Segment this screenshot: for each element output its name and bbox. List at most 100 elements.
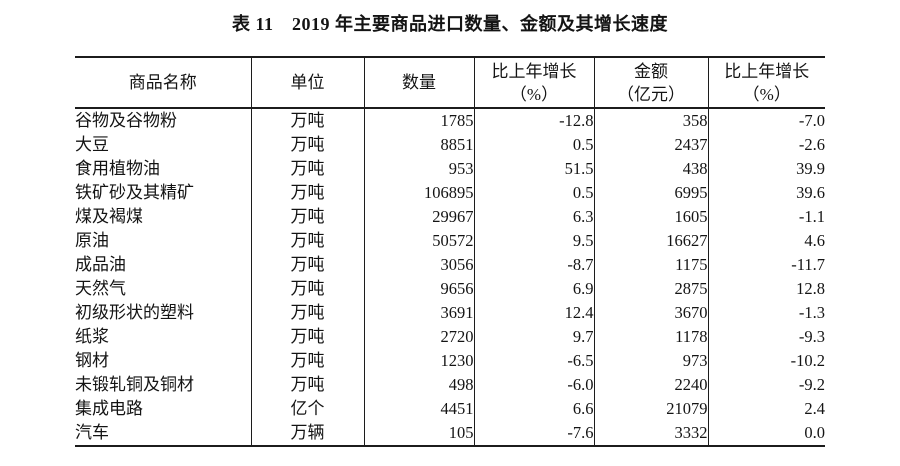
table-row: 煤及褐煤 万吨 29967 6.3 1605 -1.1 [75, 205, 825, 229]
cell-commodity-name: 煤及褐煤 [75, 207, 143, 226]
cell-commodity-name: 成品油 [75, 255, 126, 274]
cell-quantity: 498 [363, 373, 474, 397]
cell-commodity-name: 集成电路 [75, 399, 143, 418]
cell-amount: 3670 [593, 301, 708, 325]
cell-unit: 万吨 [250, 157, 364, 181]
cell-unit: 万吨 [250, 277, 364, 301]
cell-quantity: 3056 [363, 253, 474, 277]
column-header-quantity: 数量 [363, 57, 474, 108]
table-row: 原油 万吨 50572 9.5 16627 4.6 [75, 229, 825, 253]
cell-unit: 万吨 [250, 373, 364, 397]
column-header-amount: 金额 （亿元） [593, 57, 708, 108]
table-row: 成品油 万吨 3056 -8.7 1175 -11.7 [75, 253, 825, 277]
cell-commodity-name: 未锻轧铜及铜材 [75, 375, 194, 394]
cell-unit: 万吨 [250, 301, 364, 325]
header-row: 商品名称 单位 数量 比上年增长 （%） 金额 （亿元） 比上年增长 （%） [75, 57, 825, 108]
table-row: 集成电路 亿个 4451 6.6 21079 2.4 [75, 397, 825, 421]
cell-amount: 6995 [593, 181, 708, 205]
cell-amount-growth: 0.0 [707, 421, 825, 446]
cell-quantity-growth: 6.9 [473, 277, 594, 301]
cell-unit: 万吨 [250, 349, 364, 373]
cell-amount: 16627 [593, 229, 708, 253]
cell-commodity-name: 天然气 [75, 279, 126, 298]
cell-commodity-name: 原油 [75, 231, 109, 250]
cell-quantity-growth: 9.7 [473, 325, 594, 349]
cell-unit: 万吨 [250, 133, 364, 157]
cell-quantity-growth: 0.5 [473, 133, 594, 157]
cell-quantity-growth: -12.8 [473, 108, 594, 133]
cell-quantity: 3691 [363, 301, 474, 325]
cell-amount: 438 [593, 157, 708, 181]
cell-amount-growth: 12.8 [707, 277, 825, 301]
cell-quantity: 9656 [363, 277, 474, 301]
cell-quantity: 2720 [363, 325, 474, 349]
cell-unit: 万吨 [250, 325, 364, 349]
table-row: 初级形状的塑料 万吨 3691 12.4 3670 -1.3 [75, 301, 825, 325]
table-row: 汽车 万辆 105 -7.6 3332 0.0 [75, 421, 825, 446]
table-title: 表 11 2019 年主要商品进口数量、金额及其增长速度 [231, 14, 668, 34]
cell-amount-growth: -2.6 [707, 133, 825, 157]
cell-unit: 万吨 [250, 205, 364, 229]
cell-amount-growth: -1.1 [707, 205, 825, 229]
cell-commodity-name: 铁矿砂及其精矿 [75, 183, 194, 202]
cell-quantity: 1230 [363, 349, 474, 373]
table-row: 钢材 万吨 1230 -6.5 973 -10.2 [75, 349, 825, 373]
table-row: 天然气 万吨 9656 6.9 2875 12.8 [75, 277, 825, 301]
cell-amount: 3332 [593, 421, 708, 446]
cell-unit: 万吨 [250, 253, 364, 277]
cell-quantity: 8851 [363, 133, 474, 157]
cell-unit: 万吨 [250, 229, 364, 253]
cell-quantity-growth: -6.5 [473, 349, 594, 373]
cell-quantity-growth: -6.0 [473, 373, 594, 397]
cell-amount: 2437 [593, 133, 708, 157]
table-row: 谷物及谷物粉 万吨 1785 -12.8 358 -7.0 [75, 108, 825, 133]
cell-unit: 万辆 [250, 421, 364, 446]
cell-amount-growth: -9.3 [707, 325, 825, 349]
cell-amount: 2240 [593, 373, 708, 397]
column-header-commodity-name: 商品名称 [128, 73, 197, 92]
table-row: 大豆 万吨 8851 0.5 2437 -2.6 [75, 133, 825, 157]
cell-quantity-growth: 12.4 [473, 301, 594, 325]
cell-commodity-name: 谷物及谷物粉 [75, 111, 177, 130]
cell-unit: 亿个 [250, 397, 364, 421]
cell-commodity-name: 汽车 [75, 423, 109, 442]
cell-commodity-name: 食用植物油 [75, 159, 160, 178]
cell-quantity: 29967 [363, 205, 474, 229]
cell-commodity-name: 初级形状的塑料 [75, 303, 194, 322]
column-header-unit: 单位 [250, 57, 364, 108]
cell-unit: 万吨 [250, 108, 364, 133]
column-header-amount-growth: 比上年增长 （%） [707, 57, 825, 108]
cell-quantity-growth: 6.3 [473, 205, 594, 229]
column-header-quantity-growth: 比上年增长 （%） [473, 57, 594, 108]
cell-amount-growth: 4.6 [707, 229, 825, 253]
cell-quantity-growth: -8.7 [473, 253, 594, 277]
cell-amount: 21079 [593, 397, 708, 421]
cell-amount-growth: 39.6 [707, 181, 825, 205]
cell-quantity-growth: -7.6 [473, 421, 594, 446]
cell-amount: 1605 [593, 205, 708, 229]
cell-commodity-name: 钢材 [75, 351, 109, 370]
cell-amount-growth: -1.3 [707, 301, 825, 325]
cell-quantity-growth: 9.5 [473, 229, 594, 253]
cell-amount-growth: 39.9 [707, 157, 825, 181]
cell-quantity-growth: 6.6 [473, 397, 594, 421]
cell-commodity-name: 纸浆 [75, 327, 109, 346]
cell-quantity: 953 [363, 157, 474, 181]
cell-quantity: 1785 [363, 108, 474, 133]
table-body: 谷物及谷物粉 万吨 1785 -12.8 358 -7.0 大豆 万吨 8851… [75, 108, 825, 446]
table-row: 未锻轧铜及铜材 万吨 498 -6.0 2240 -9.2 [75, 373, 825, 397]
cell-amount: 973 [593, 349, 708, 373]
cell-amount-growth: -9.2 [707, 373, 825, 397]
table-row: 铁矿砂及其精矿 万吨 106895 0.5 6995 39.6 [75, 181, 825, 205]
cell-amount-growth: -7.0 [707, 108, 825, 133]
cell-quantity: 50572 [363, 229, 474, 253]
cell-amount: 1175 [593, 253, 708, 277]
cell-quantity-growth: 51.5 [473, 157, 594, 181]
cell-amount-growth: -11.7 [707, 253, 825, 277]
cell-quantity-growth: 0.5 [473, 181, 594, 205]
cell-quantity: 106895 [363, 181, 474, 205]
cell-quantity: 4451 [363, 397, 474, 421]
table-header: 商品名称 单位 数量 比上年增长 （%） 金额 （亿元） 比上年增长 （%） [75, 57, 825, 108]
cell-amount-growth: 2.4 [707, 397, 825, 421]
